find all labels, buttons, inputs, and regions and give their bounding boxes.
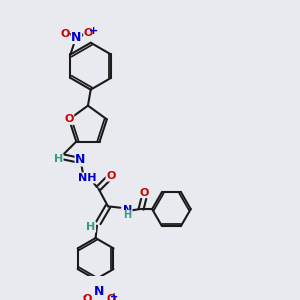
Text: +: + xyxy=(110,292,118,300)
Text: O: O xyxy=(106,171,116,181)
Text: N: N xyxy=(71,31,82,44)
Text: O: O xyxy=(82,294,92,300)
Text: O: O xyxy=(106,294,116,300)
Text: N: N xyxy=(75,153,85,166)
Text: H: H xyxy=(86,222,95,232)
Text: +: + xyxy=(88,26,98,36)
Text: O: O xyxy=(139,188,148,198)
Text: NH: NH xyxy=(78,173,97,183)
Text: O: O xyxy=(60,29,70,39)
Text: N: N xyxy=(94,285,104,298)
Text: H: H xyxy=(54,154,63,164)
Text: -: - xyxy=(82,292,86,300)
Text: O: O xyxy=(84,28,93,38)
Text: O: O xyxy=(64,114,74,124)
Text: -: - xyxy=(67,28,70,38)
Text: N: N xyxy=(123,206,132,215)
Text: H: H xyxy=(123,210,131,220)
